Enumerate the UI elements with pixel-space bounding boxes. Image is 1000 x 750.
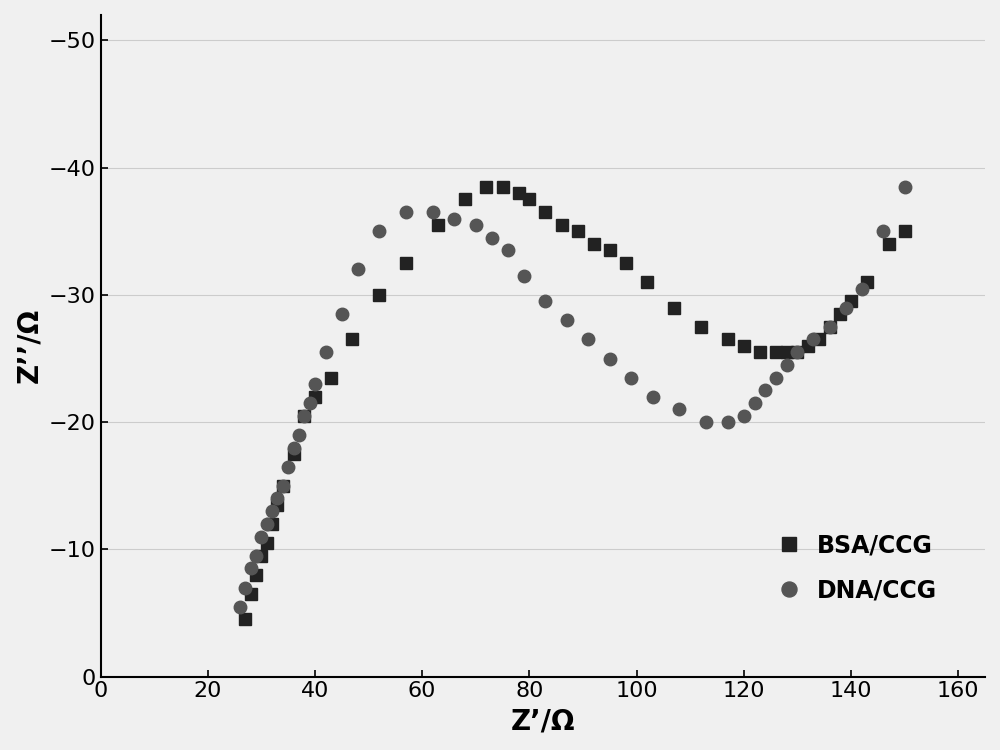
BSA/CCG xyxy=(572,226,584,236)
DNA/CCG xyxy=(304,398,316,407)
BSA/CCG xyxy=(400,259,412,268)
BSA/CCG xyxy=(813,335,825,344)
BSA/CCG xyxy=(271,500,283,509)
BSA/CCG xyxy=(824,322,836,332)
DNA/CCG xyxy=(673,405,685,414)
DNA/CCG xyxy=(277,482,289,490)
BSA/CCG xyxy=(834,310,846,319)
Line: BSA/CCG: BSA/CCG xyxy=(240,182,910,625)
DNA/CCG xyxy=(266,507,278,516)
BSA/CCG xyxy=(373,290,385,299)
DNA/CCG xyxy=(352,265,364,274)
BSA/CCG xyxy=(261,538,273,548)
DNA/CCG xyxy=(518,272,530,280)
BSA/CCG xyxy=(325,373,337,382)
BSA/CCG xyxy=(277,482,289,490)
DNA/CCG xyxy=(539,297,551,306)
BSA/CCG xyxy=(480,182,492,191)
DNA/CCG xyxy=(824,322,836,332)
DNA/CCG xyxy=(309,380,321,388)
DNA/CCG xyxy=(840,303,852,312)
Line: DNA/CCG: DNA/CCG xyxy=(234,181,911,613)
DNA/CCG xyxy=(807,335,819,344)
BSA/CCG xyxy=(791,348,803,357)
DNA/CCG xyxy=(604,354,616,363)
BSA/CCG xyxy=(539,208,551,217)
DNA/CCG xyxy=(759,386,771,394)
DNA/CCG xyxy=(234,602,246,611)
BSA/CCG xyxy=(250,570,262,579)
DNA/CCG xyxy=(320,348,332,357)
DNA/CCG xyxy=(899,182,911,191)
BSA/CCG xyxy=(459,195,471,204)
DNA/CCG xyxy=(470,220,482,230)
BSA/CCG xyxy=(802,341,814,350)
DNA/CCG xyxy=(293,430,305,439)
BSA/CCG xyxy=(668,303,680,312)
DNA/CCG xyxy=(781,361,793,370)
DNA/CCG xyxy=(749,398,761,407)
DNA/CCG xyxy=(582,335,594,344)
DNA/CCG xyxy=(255,532,267,542)
DNA/CCG xyxy=(700,418,712,427)
DNA/CCG xyxy=(250,551,262,560)
DNA/CCG xyxy=(738,411,750,420)
DNA/CCG xyxy=(400,208,412,217)
BSA/CCG xyxy=(620,259,632,268)
DNA/CCG xyxy=(245,564,257,573)
BSA/CCG xyxy=(556,220,568,230)
DNA/CCG xyxy=(791,348,803,357)
BSA/CCG xyxy=(239,615,251,624)
DNA/CCG xyxy=(336,310,348,319)
DNA/CCG xyxy=(448,214,460,223)
BSA/CCG xyxy=(266,520,278,529)
BSA/CCG xyxy=(722,335,734,344)
DNA/CCG xyxy=(625,373,637,382)
X-axis label: Z’/Ω: Z’/Ω xyxy=(511,707,575,735)
Y-axis label: Z’’/Ω: Z’’/Ω xyxy=(15,308,43,383)
BSA/CCG xyxy=(588,239,600,248)
DNA/CCG xyxy=(561,316,573,325)
DNA/CCG xyxy=(373,226,385,236)
DNA/CCG xyxy=(877,226,889,236)
BSA/CCG xyxy=(695,322,707,332)
DNA/CCG xyxy=(722,418,734,427)
DNA/CCG xyxy=(261,520,273,529)
DNA/CCG xyxy=(647,392,659,401)
DNA/CCG xyxy=(427,208,439,217)
DNA/CCG xyxy=(856,284,868,293)
DNA/CCG xyxy=(298,411,310,420)
BSA/CCG xyxy=(309,392,321,401)
BSA/CCG xyxy=(738,341,750,350)
BSA/CCG xyxy=(288,449,300,458)
DNA/CCG xyxy=(486,233,498,242)
BSA/CCG xyxy=(298,411,310,420)
BSA/CCG xyxy=(245,590,257,598)
Legend: BSA/CCG, DNA/CCG: BSA/CCG, DNA/CCG xyxy=(765,524,947,612)
BSA/CCG xyxy=(754,348,766,357)
BSA/CCG xyxy=(432,220,444,230)
BSA/CCG xyxy=(346,335,358,344)
BSA/CCG xyxy=(899,226,911,236)
BSA/CCG xyxy=(781,348,793,357)
DNA/CCG xyxy=(770,373,782,382)
BSA/CCG xyxy=(770,348,782,357)
BSA/CCG xyxy=(883,239,895,248)
DNA/CCG xyxy=(239,583,251,592)
DNA/CCG xyxy=(288,443,300,452)
DNA/CCG xyxy=(502,246,514,255)
BSA/CCG xyxy=(845,297,857,306)
BSA/CCG xyxy=(861,278,873,286)
DNA/CCG xyxy=(282,462,294,471)
BSA/CCG xyxy=(513,188,525,197)
BSA/CCG xyxy=(497,182,509,191)
DNA/CCG xyxy=(271,494,283,503)
BSA/CCG xyxy=(255,551,267,560)
BSA/CCG xyxy=(641,278,653,286)
BSA/CCG xyxy=(604,246,616,255)
BSA/CCG xyxy=(523,195,535,204)
